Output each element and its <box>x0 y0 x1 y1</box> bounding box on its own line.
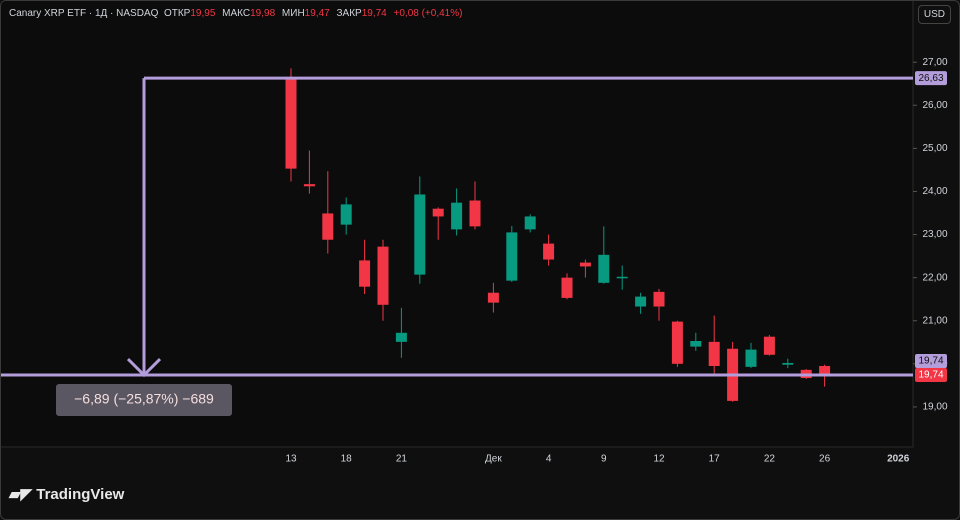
change: +0,08 (+0,41%) <box>393 8 463 19</box>
candle-body <box>285 78 297 169</box>
price-tag-label: 19,74 <box>918 356 943 367</box>
candle-body <box>579 262 591 267</box>
x-tick-label: 17 <box>709 454 721 465</box>
ohlc-label: МИН <box>281 8 305 19</box>
y-tick-label: 27,00 <box>922 57 947 68</box>
x-tick-label: 22 <box>764 454 776 465</box>
x-tick-label: 2026 <box>887 454 910 465</box>
price-tag-label: 19,74 <box>918 370 943 381</box>
candle-body <box>395 332 407 342</box>
candle-body <box>690 340 702 347</box>
candle-body <box>635 296 647 307</box>
candle-body <box>671 321 683 364</box>
candle-body <box>653 291 665 307</box>
ohlc-value: 19,95 <box>190 8 216 19</box>
logo: ▰◤ TradingView <box>9 486 125 503</box>
y-tick-label: 25,00 <box>922 143 947 154</box>
candle-body <box>561 277 573 298</box>
y-tick-label: 19,00 <box>922 402 947 413</box>
candle-body <box>763 336 775 355</box>
candle-body <box>432 208 444 217</box>
currency-button[interactable]: USD <box>917 5 951 24</box>
candle-body <box>745 349 757 367</box>
ohlc-label: МАКС <box>222 8 251 19</box>
candle-body <box>819 365 831 376</box>
ohlc-label: ОТКР <box>163 8 191 19</box>
candle-body <box>506 232 518 281</box>
symbol: Canary XRP ETF · 1Д · NASDAQ <box>9 8 159 19</box>
candle-body <box>359 260 371 287</box>
y-tick-label: 23,00 <box>922 229 947 240</box>
x-tick-label: 18 <box>341 454 353 465</box>
price-tag <box>915 354 947 369</box>
candle-body <box>487 292 499 303</box>
ohlc-value: 19,74 <box>361 8 387 19</box>
candle-body <box>377 246 389 305</box>
x-tick-label: 13 <box>285 454 297 465</box>
measure-box <box>56 384 232 417</box>
price-tag <box>915 368 947 383</box>
candle-body <box>340 204 352 225</box>
ohlc-value: 19,47 <box>304 8 330 19</box>
x-tick-label: 26 <box>819 454 831 465</box>
x-tick-label: Дек <box>485 454 502 465</box>
candle-body <box>616 276 628 279</box>
y-tick-label: 22,00 <box>922 272 947 283</box>
y-tick-label: 24,00 <box>922 186 947 197</box>
ohlc-value: 19,98 <box>250 8 276 19</box>
candle-body <box>469 200 481 227</box>
price-tag <box>915 71 947 86</box>
y-tick-label: 26,00 <box>922 100 947 111</box>
x-tick-label: 21 <box>396 454 408 465</box>
candle-body <box>524 216 536 230</box>
price-tag-label: 26,63 <box>918 73 943 84</box>
candle-body <box>414 194 426 275</box>
x-tick-label: 12 <box>653 454 665 465</box>
measure-text: −6,89 (−25,87%) −689 <box>74 391 214 407</box>
x-tick-label: 9 <box>601 454 607 465</box>
y-tick-label: 21,00 <box>922 315 947 326</box>
candle-body <box>543 243 555 260</box>
x-tick-label: 4 <box>546 454 552 465</box>
candle-body <box>782 362 794 365</box>
logo-text: TradingView <box>36 486 125 503</box>
candle-body <box>708 341 720 366</box>
candle-body <box>598 254 610 283</box>
candle-body <box>303 184 315 187</box>
symbol-header: Canary XRP ETF · 1Д · NASDAQ ОТКР19,95 М… <box>9 8 466 19</box>
candle-body <box>451 202 463 230</box>
ohlc-label: ЗАКР <box>336 8 362 19</box>
candle-body <box>322 213 334 240</box>
measure-arrow-head <box>126 357 162 378</box>
